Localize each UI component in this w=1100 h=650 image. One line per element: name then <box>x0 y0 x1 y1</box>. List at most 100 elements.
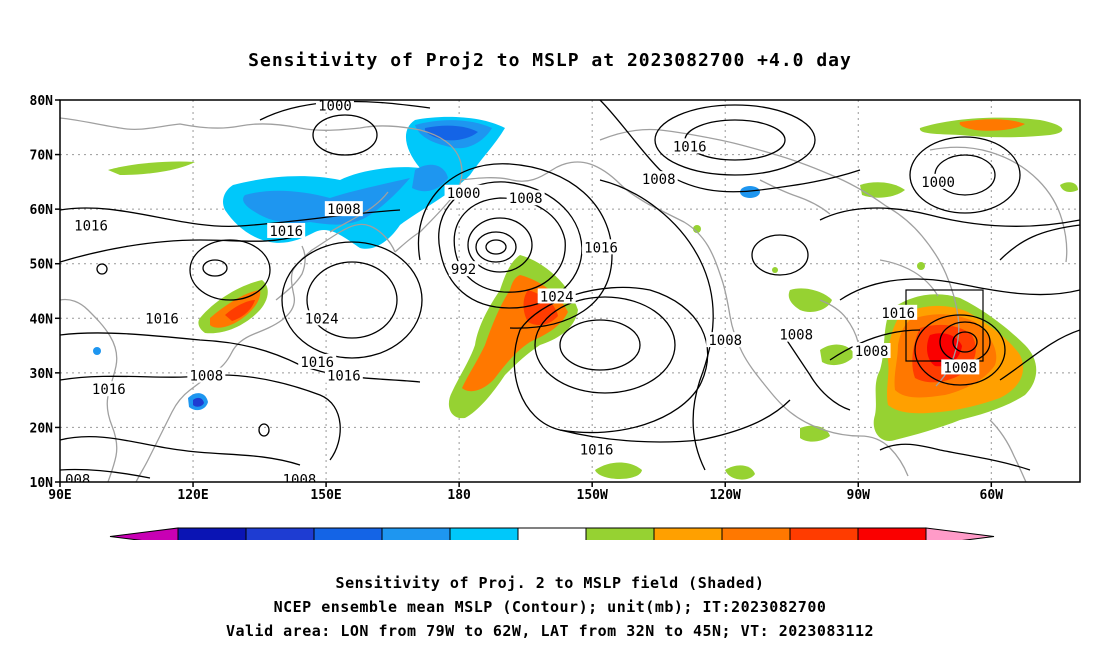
latitude-tick-label: 50N <box>30 258 54 273</box>
colorbar-max-triangle <box>925 527 995 540</box>
contour-label: 1008 <box>855 344 889 360</box>
colorbar-box <box>381 527 451 540</box>
latitude-tick-label: 30N <box>30 367 54 382</box>
colorbar-box <box>721 527 791 540</box>
contour-label: 1016 <box>584 240 618 256</box>
longitude-tick-label: 120E <box>177 488 208 503</box>
colorbar-box <box>517 527 587 540</box>
contour-label-bg <box>267 222 306 238</box>
negative-area-kamchatka <box>412 164 448 192</box>
contour-label: 1024 <box>305 311 339 327</box>
colorbar-box <box>653 527 723 540</box>
longitude-tick-label: 180 <box>447 488 471 503</box>
colorbar-min-triangle <box>109 527 179 540</box>
contour-label: 008 <box>65 472 90 488</box>
latitude-tick-label: 70N <box>30 149 54 164</box>
colorbar-box <box>585 527 655 540</box>
contour-label-bg <box>89 381 128 397</box>
contour-label-bg <box>582 239 621 255</box>
contour-label-bg <box>852 343 891 359</box>
contour-label-bg <box>879 304 918 320</box>
caption-line-2: NCEP ensemble mean MSLP (Contour); unit(… <box>273 598 827 616</box>
longitude-tick-label: 60W <box>980 488 1004 503</box>
contour-label-bg <box>315 100 354 113</box>
contour-label-bg <box>577 441 616 457</box>
negative-area-hudson <box>740 186 760 198</box>
caption-line-3: Valid area: LON from 79W to 62W, LAT fro… <box>225 622 875 640</box>
contour-label: 1000 <box>447 186 481 202</box>
contour-label-bg <box>444 184 483 200</box>
contour-label: 1008 <box>327 202 361 218</box>
positive-area-hudson-green <box>860 182 905 198</box>
longitude-tick-label: 150W <box>577 488 608 503</box>
colorbar-box <box>245 527 315 540</box>
longitude-tick-label: 90E <box>48 488 71 503</box>
positive-area-arctic-green <box>108 161 195 175</box>
contour-label: 1008 <box>642 172 676 188</box>
contour-label-bg <box>143 310 181 326</box>
contour-label-bg <box>324 367 363 383</box>
latitude-axis: 80N 70N 60N 50N 40N 30N 20N 10N <box>30 94 60 491</box>
positive-area-small-2 <box>772 267 778 273</box>
contour-label-bg <box>298 353 337 369</box>
contour-label-bg <box>639 171 678 187</box>
contour-label: 1008 <box>708 333 742 349</box>
contour-label-bg <box>62 471 93 482</box>
caption-line-1: Sensitivity of Proj. 2 to MSLP field (Sh… <box>335 574 765 592</box>
contour-label-bg <box>448 261 479 277</box>
contour-label: 1016 <box>145 311 179 327</box>
contour-label: 1000 <box>921 175 955 191</box>
contour-label-bg <box>280 471 319 482</box>
positive-area-japan-red <box>225 300 255 321</box>
contour-label-bg <box>919 173 958 189</box>
contour-label-bg <box>706 332 745 348</box>
contour-label-bg <box>506 190 545 206</box>
contour-label: 1008 <box>779 328 813 344</box>
contour-label-bg <box>670 138 709 154</box>
contour-label: 1008 <box>509 191 543 207</box>
negative-area-philippines-core <box>193 397 204 407</box>
contour-label-bg <box>941 359 980 375</box>
coastlines <box>60 117 1068 482</box>
negative-area-small <box>93 347 101 355</box>
latitude-tick-label: 40N <box>30 312 54 327</box>
latitude-tick-label: 60N <box>30 203 54 218</box>
contour-label: 1016 <box>881 306 915 322</box>
contour-label-bg <box>537 288 576 304</box>
colorbar-box <box>177 527 247 540</box>
contour-label: 1008 <box>189 369 223 385</box>
positive-area-mexico <box>725 465 755 480</box>
contour-label: 1016 <box>673 139 707 155</box>
longitude-tick-label: 120W <box>710 488 741 503</box>
positive-area-midwest <box>788 288 832 312</box>
contour-label: 1024 <box>540 289 574 305</box>
plot-frame <box>59 99 1081 483</box>
contour-label-bg <box>324 201 363 217</box>
contour-label-bg <box>187 367 226 383</box>
positive-area-texas <box>800 425 830 442</box>
colorbar-box <box>789 527 859 540</box>
longitude-tick-label: 90W <box>847 488 871 503</box>
contour-label: 1016 <box>74 219 108 235</box>
positive-area-pacific-south <box>595 462 642 479</box>
positive-area-greenland-east-orange <box>959 119 1025 131</box>
colorbar-box <box>857 527 927 540</box>
contour-label: 992 <box>451 262 476 278</box>
colorbar: −0.9−0.8−0.7−0.6−0.5−0.420.420.50.60.70.… <box>109 527 995 540</box>
contour-label: 1016 <box>327 369 361 385</box>
positive-area-labrador <box>1060 182 1078 193</box>
latitude-tick-label: 80N <box>30 94 54 109</box>
contour-label-bg <box>302 310 341 326</box>
latitude-tick-label: 10N <box>30 476 54 491</box>
positive-area-small-1 <box>917 262 925 270</box>
colorbar-box <box>449 527 519 540</box>
contour-label: 1000 <box>318 98 352 114</box>
latitude-tick-label: 20N <box>30 421 54 436</box>
contour-label: 1016 <box>300 355 334 371</box>
contour-label: 1016 <box>580 442 614 458</box>
contour-label-bg <box>72 217 111 233</box>
contour-label-bg <box>777 326 816 342</box>
contour-label: 1016 <box>269 224 303 240</box>
